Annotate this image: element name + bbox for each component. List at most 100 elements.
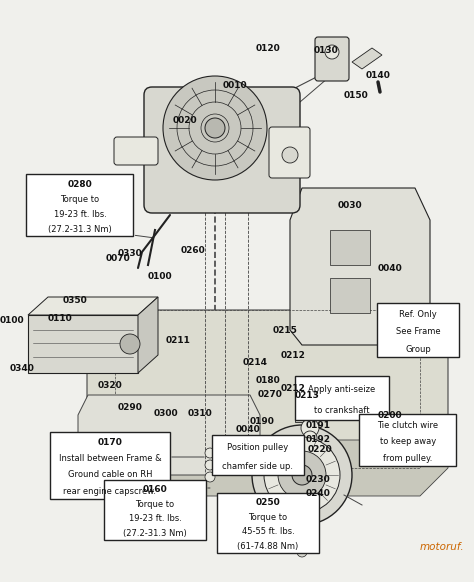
- Text: 0290: 0290: [118, 403, 143, 411]
- Text: 0300: 0300: [154, 409, 178, 417]
- Text: Torque to: Torque to: [248, 513, 288, 521]
- Polygon shape: [87, 310, 448, 468]
- Polygon shape: [352, 48, 382, 69]
- Circle shape: [282, 147, 298, 163]
- Text: 0340: 0340: [9, 364, 35, 372]
- Text: Torque to: Torque to: [61, 194, 100, 204]
- Circle shape: [295, 537, 309, 551]
- Polygon shape: [138, 297, 158, 373]
- Circle shape: [292, 524, 312, 544]
- Text: 0211: 0211: [165, 335, 191, 345]
- FancyBboxPatch shape: [114, 137, 158, 165]
- Circle shape: [292, 465, 312, 485]
- Polygon shape: [87, 440, 448, 496]
- Circle shape: [252, 425, 352, 525]
- Text: 0200: 0200: [378, 410, 402, 420]
- Text: 0070: 0070: [106, 254, 130, 262]
- Text: Ground cable on RH: Ground cable on RH: [68, 470, 152, 479]
- Text: (27.2-31.3 Nm): (27.2-31.3 Nm): [123, 528, 187, 538]
- Text: 0220: 0220: [308, 445, 332, 455]
- Text: 0110: 0110: [47, 314, 73, 322]
- FancyBboxPatch shape: [359, 414, 456, 466]
- Text: 0320: 0320: [98, 381, 122, 389]
- Text: 0240: 0240: [306, 489, 330, 499]
- Text: 0020: 0020: [173, 115, 197, 125]
- Text: 0180: 0180: [255, 375, 281, 385]
- Text: 19-23 ft. lbs.: 19-23 ft. lbs.: [128, 514, 182, 523]
- FancyBboxPatch shape: [295, 376, 389, 420]
- Text: 0040: 0040: [236, 425, 260, 435]
- Text: 0100: 0100: [148, 271, 173, 281]
- Text: (61-74.88 Nm): (61-74.88 Nm): [237, 542, 299, 551]
- Text: 0215: 0215: [273, 325, 298, 335]
- Text: 0280: 0280: [68, 179, 92, 189]
- Text: motoruf.: motoruf.: [419, 542, 464, 552]
- Text: chamfer side up.: chamfer side up.: [222, 462, 293, 471]
- Text: 19-23 ft. lbs.: 19-23 ft. lbs.: [54, 210, 107, 218]
- Text: Tie clutch wire: Tie clutch wire: [377, 421, 438, 430]
- Circle shape: [205, 472, 215, 482]
- Text: Position pulley: Position pulley: [228, 443, 289, 452]
- Text: Group: Group: [405, 345, 431, 354]
- Text: 0160: 0160: [143, 485, 167, 494]
- Text: 0214: 0214: [243, 357, 267, 367]
- Text: 0191: 0191: [306, 421, 330, 430]
- Text: Apply anti-seize: Apply anti-seize: [309, 385, 375, 394]
- Bar: [295, 400, 303, 422]
- Text: 0190: 0190: [250, 417, 274, 427]
- Text: (27.2-31.3 Nm): (27.2-31.3 Nm): [48, 225, 112, 233]
- Text: to crankshaft: to crankshaft: [314, 406, 370, 415]
- FancyBboxPatch shape: [269, 127, 310, 178]
- Text: 0100: 0100: [0, 315, 24, 325]
- Text: 0230: 0230: [306, 475, 330, 484]
- Text: rear engine capscrew.: rear engine capscrew.: [64, 487, 156, 495]
- Text: 0212: 0212: [281, 384, 305, 392]
- Text: 0260: 0260: [181, 246, 205, 254]
- Circle shape: [278, 451, 326, 499]
- Circle shape: [301, 419, 319, 437]
- FancyBboxPatch shape: [377, 303, 459, 357]
- Text: 0350: 0350: [63, 296, 87, 304]
- FancyBboxPatch shape: [104, 480, 206, 540]
- Text: Ref. Only: Ref. Only: [399, 310, 437, 319]
- Text: 0330: 0330: [118, 249, 142, 257]
- FancyBboxPatch shape: [217, 493, 319, 553]
- FancyBboxPatch shape: [27, 174, 134, 236]
- Text: 0140: 0140: [365, 70, 391, 80]
- Text: 0213: 0213: [294, 391, 319, 399]
- Text: 45-55 ft. lbs.: 45-55 ft. lbs.: [242, 527, 294, 536]
- Text: 0270: 0270: [257, 389, 283, 399]
- Circle shape: [297, 547, 307, 557]
- Text: 0212: 0212: [281, 350, 305, 360]
- Circle shape: [205, 118, 225, 138]
- Text: 0192: 0192: [306, 435, 330, 445]
- Text: Torque to: Torque to: [136, 500, 174, 509]
- Circle shape: [120, 334, 140, 354]
- Text: 0130: 0130: [314, 45, 338, 55]
- Text: 0030: 0030: [337, 201, 362, 210]
- Circle shape: [205, 448, 215, 458]
- Circle shape: [264, 437, 340, 513]
- Text: 0150: 0150: [344, 90, 368, 100]
- Bar: [28, 315, 138, 373]
- FancyBboxPatch shape: [144, 87, 300, 213]
- Text: See Frame: See Frame: [396, 327, 440, 336]
- Text: 0120: 0120: [255, 44, 281, 52]
- Circle shape: [205, 460, 215, 470]
- Polygon shape: [28, 297, 158, 315]
- Text: 0040: 0040: [378, 264, 402, 272]
- Text: 0010: 0010: [223, 80, 247, 90]
- Text: 0250: 0250: [255, 498, 281, 507]
- Circle shape: [303, 431, 317, 445]
- Bar: [330, 230, 370, 265]
- Bar: [330, 278, 370, 313]
- Text: from pulley.: from pulley.: [383, 454, 433, 463]
- Text: to keep away: to keep away: [380, 437, 436, 446]
- Text: Install between Frame &: Install between Frame &: [59, 454, 161, 463]
- Circle shape: [325, 45, 339, 59]
- Polygon shape: [78, 395, 260, 475]
- FancyBboxPatch shape: [50, 431, 170, 499]
- Circle shape: [163, 76, 267, 180]
- Text: 0170: 0170: [98, 438, 122, 447]
- FancyBboxPatch shape: [212, 435, 304, 475]
